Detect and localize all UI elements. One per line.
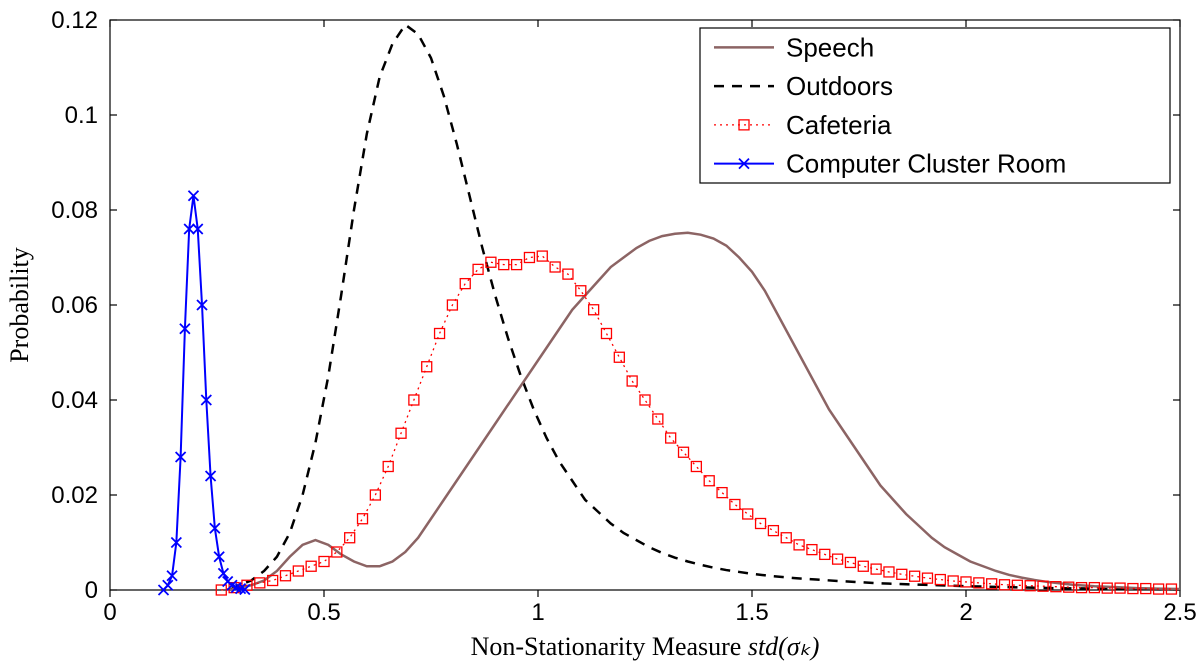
probability-chart: 0 0.5 1 1.5 2 2.5 0 0.02 0.04 0.06 0.08 0.1 0.12 Prob… — [0, 0, 1200, 671]
x-tick-label: 1.5 — [735, 599, 768, 626]
x-tick-label: 1 — [531, 599, 544, 626]
x-tick-label: 0 — [103, 599, 116, 626]
legend-label: Outdoors — [786, 71, 893, 101]
y-tick-label: 0 — [85, 577, 98, 604]
y-tick-label: 0.1 — [65, 102, 98, 129]
x-tick-label: 2 — [959, 599, 972, 626]
chart-container: 0 0.5 1 1.5 2 2.5 0 0.02 0.04 0.06 0.08 0.1 0.12 Prob… — [0, 0, 1200, 671]
y-tick-label: 0.12 — [51, 7, 98, 34]
legend-label: Speech — [786, 32, 874, 62]
y-axis-label: Probability — [5, 247, 34, 363]
x-tick-label: 2.5 — [1163, 599, 1196, 626]
x-tick-label: 0.5 — [307, 599, 340, 626]
y-tick-label: 0.02 — [51, 482, 98, 509]
y-tick-label: 0.08 — [51, 197, 98, 224]
legend-label: Computer Cluster Room — [786, 149, 1066, 179]
y-tick-label: 0.06 — [51, 292, 98, 319]
x-axis-label: Non-Stationarity Measure std(σₖ) — [471, 632, 820, 661]
legend-label: Cafeteria — [786, 110, 892, 140]
y-tick-label: 0.04 — [51, 387, 98, 414]
